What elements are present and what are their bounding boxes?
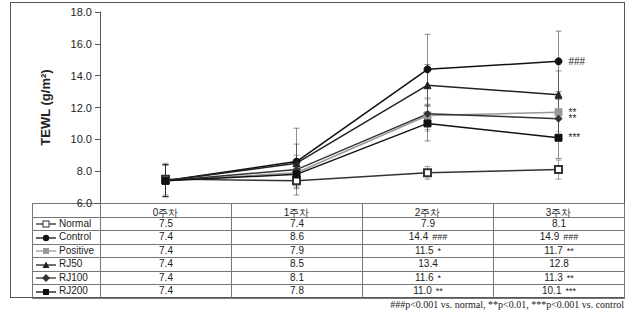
svg-text:16.0: 16.0 bbox=[71, 38, 92, 50]
html-text:7.4: 7.4 bbox=[159, 285, 173, 297]
html-text:7.4: 7.4 bbox=[159, 258, 173, 270]
html-text:8.5: 8.5 bbox=[290, 258, 304, 270]
html-text:8.6: 8.6 bbox=[290, 231, 304, 243]
html-text:RJ100: RJ100 bbox=[59, 271, 88, 283]
html-text:11.7 **: 11.7 ** bbox=[544, 244, 574, 256]
svg-text:**: ** bbox=[569, 113, 577, 124]
svg-text:8.0: 8.0 bbox=[77, 165, 92, 177]
html-text:11.3 **: 11.3 ** bbox=[544, 271, 574, 283]
html-text:8.1: 8.1 bbox=[290, 271, 304, 283]
html-text:Positive: Positive bbox=[59, 244, 94, 256]
html-text:12.8: 12.8 bbox=[549, 258, 569, 270]
html-text:11.0 **: 11.0 ** bbox=[413, 285, 443, 297]
svg-text:###: ### bbox=[569, 56, 586, 67]
html-text:7.4: 7.4 bbox=[159, 231, 173, 243]
svg-text:3주차: 3주차 bbox=[546, 207, 572, 218]
html-text:10.1 ***: 10.1 *** bbox=[542, 285, 576, 297]
html-text:7.5: 7.5 bbox=[159, 217, 173, 229]
svg-text:0주차: 0주차 bbox=[153, 207, 179, 218]
svg-text:10.0: 10.0 bbox=[71, 133, 92, 145]
svg-text:2주차: 2주차 bbox=[415, 207, 441, 218]
html-text:13.4: 13.4 bbox=[418, 258, 438, 270]
html-text:RJ50: RJ50 bbox=[59, 258, 83, 270]
html-text:7.9: 7.9 bbox=[421, 217, 435, 229]
svg-text:TEWL (g/m²): TEWL (g/m²) bbox=[38, 69, 53, 145]
html-text:7.4: 7.4 bbox=[159, 271, 173, 283]
html-text:7.8: 7.8 bbox=[290, 285, 304, 297]
svg-text:6.0: 6.0 bbox=[77, 197, 92, 209]
html-text:###p<0.001 vs. normal, **p<0.0: ###p<0.001 vs. normal, **p<0.01, ***p<0.… bbox=[390, 299, 624, 310]
html-text:Normal: Normal bbox=[59, 217, 92, 229]
html-text:RJ200: RJ200 bbox=[59, 285, 88, 297]
html-text:14.9 ###: 14.9 ### bbox=[539, 231, 579, 243]
svg-text:12.0: 12.0 bbox=[71, 102, 92, 114]
html-text:7.4: 7.4 bbox=[159, 244, 173, 256]
html-text:Control: Control bbox=[59, 231, 92, 243]
svg-text:14.0: 14.0 bbox=[71, 70, 92, 82]
svg-text:***: *** bbox=[569, 132, 581, 143]
html-text:11.6 *: 11.6 * bbox=[414, 271, 442, 283]
svg-text:18.0: 18.0 bbox=[71, 6, 92, 18]
html-text:11.5 *: 11.5 * bbox=[414, 244, 442, 256]
html-text:7.9: 7.9 bbox=[290, 244, 304, 256]
svg-text:1주차: 1주차 bbox=[284, 207, 310, 218]
html-text:14.4 ###: 14.4 ### bbox=[408, 231, 448, 243]
html-text:8.1: 8.1 bbox=[552, 217, 566, 229]
html-text:7.4: 7.4 bbox=[290, 217, 304, 229]
